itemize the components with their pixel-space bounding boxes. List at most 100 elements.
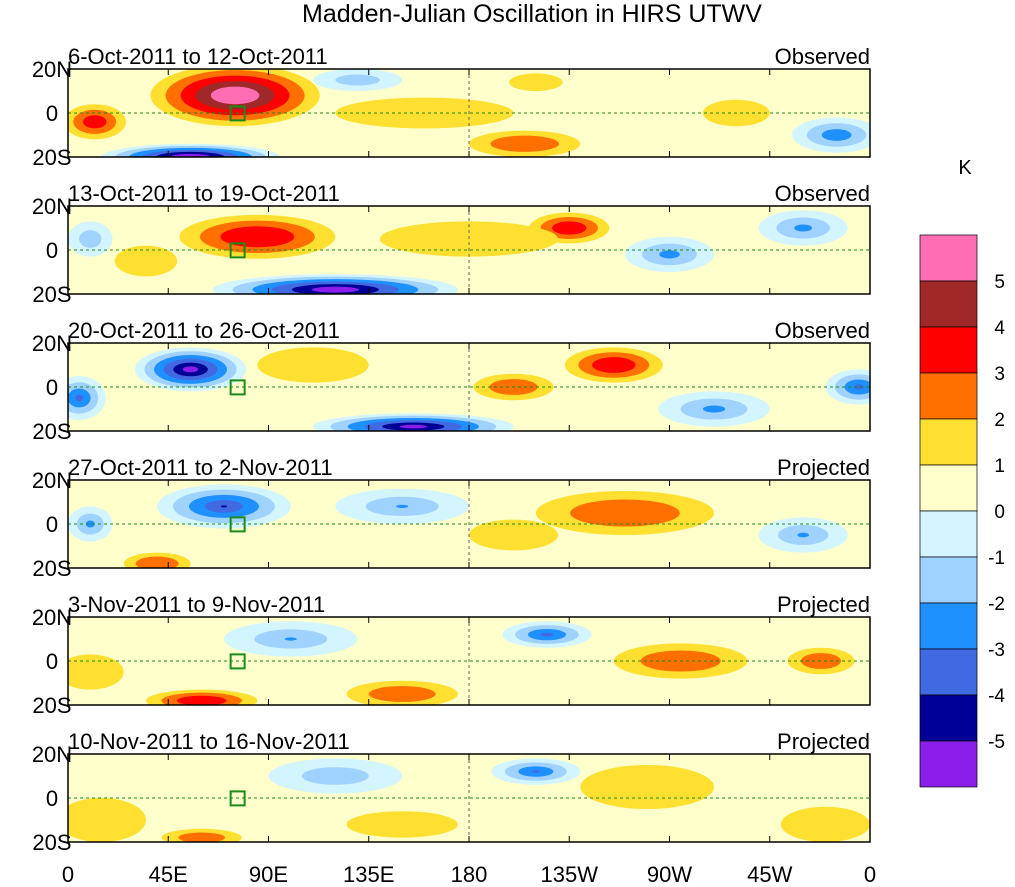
x-tick-label: 135E	[343, 862, 394, 887]
y-tick-label: 20N	[32, 331, 72, 356]
anomaly-contour	[210, 86, 260, 105]
colorbar-swatch	[919, 694, 978, 742]
anomaly-contour	[821, 129, 852, 141]
y-tick-label: 0	[46, 101, 58, 126]
x-tick-label: 0	[864, 862, 876, 887]
anomaly-contour	[552, 221, 587, 235]
y-tick-label: 20S	[32, 145, 71, 170]
panel-period: 6-Oct-2011 to 12-Oct-2011	[68, 44, 328, 69]
anomaly-contour	[592, 357, 636, 373]
colorbar-unit: K	[958, 157, 972, 179]
panel-period: 10-Nov-2011 to 16-Nov-2011	[68, 729, 350, 754]
colorbar-swatch	[919, 326, 978, 374]
panel-period: 13-Oct-2011 to 19-Oct-2011	[68, 181, 340, 206]
anomaly-contour	[469, 519, 559, 551]
panel-type: Observed	[775, 318, 870, 343]
panel-period: 27-Oct-2011 to 2-Nov-2011	[68, 455, 333, 480]
y-tick-label: 20S	[32, 693, 71, 718]
panel-type: Observed	[775, 44, 870, 69]
anomaly-contour	[346, 811, 458, 838]
x-tick-label: 0	[62, 862, 74, 887]
panel-period: 3-Nov-2011 to 9-Nov-2011	[68, 592, 325, 617]
colorbar-swatch	[919, 602, 978, 650]
y-tick-label: 0	[46, 512, 58, 537]
region-box	[229, 379, 246, 396]
y-tick-label: 20N	[32, 605, 72, 630]
y-tick-label: 20S	[32, 282, 71, 307]
anomaly-contour	[176, 695, 227, 705]
anomaly-contour	[114, 245, 178, 277]
y-tick-label: 0	[46, 786, 58, 811]
anomaly-contour	[570, 499, 680, 527]
panel-type: Projected	[777, 455, 870, 480]
anomaly-contour	[580, 765, 715, 809]
chart-title: Madden-Julian Oscillation in HIRS UTWV	[302, 0, 762, 28]
panel-period: 20-Oct-2011 to 26-Oct-2011	[68, 318, 340, 343]
y-tick-label: 0	[46, 649, 58, 674]
x-tick-label: 90W	[647, 862, 692, 887]
colorbar-swatch	[919, 648, 978, 696]
anomaly-contour	[540, 632, 554, 637]
anomaly-contour	[854, 384, 864, 390]
map-panel: 10-Nov-2011 to 16-Nov-2011 Projected 20N 0 2…	[32, 729, 871, 855]
y-tick-label: 20N	[32, 194, 72, 219]
anomaly-contour	[780, 806, 870, 842]
colorbar-tick: -4	[988, 686, 1005, 707]
anomaly-contour	[83, 115, 107, 129]
region-box	[229, 105, 246, 122]
colorbar-tick: 2	[994, 410, 1005, 431]
colorbar-tick: -3	[988, 640, 1005, 661]
anomaly-contour	[79, 230, 102, 248]
y-tick-label: 20S	[32, 830, 71, 855]
colorbar-tick: 5	[994, 272, 1005, 293]
anomaly-contour	[509, 73, 563, 91]
y-tick-label: 20N	[32, 57, 72, 82]
anomaly-contour	[399, 424, 428, 429]
anomaly-contour	[75, 394, 83, 402]
panel-type: Projected	[777, 729, 870, 754]
map-panel: 13-Oct-2011 to 19-Oct-2011 Observed 20N 0 20…	[32, 181, 871, 307]
region-box	[229, 516, 246, 533]
y-tick-label: 0	[46, 375, 58, 400]
colorbar-swatch	[919, 372, 978, 420]
y-tick-label: 20N	[32, 468, 72, 493]
colorbar-tick: -5	[988, 732, 1005, 753]
x-tick-label: 90E	[249, 862, 288, 887]
colorbar-tick: -1	[988, 548, 1005, 569]
anomaly-contour	[331, 289, 340, 291]
colorbar-swatch	[919, 464, 978, 512]
x-tick-label: 135W	[541, 862, 599, 887]
anomaly-contour	[284, 637, 297, 641]
colorbar-swatch	[919, 234, 978, 282]
anomaly-contour	[257, 347, 369, 383]
anomaly-contour	[220, 226, 295, 248]
y-tick-label: 20S	[32, 419, 71, 444]
anomaly-contour	[368, 686, 436, 702]
anomaly-contour	[182, 366, 199, 373]
colorbar-tick: -2	[988, 594, 1005, 615]
anomaly-contour	[68, 798, 146, 842]
map-panel: 6-Oct-2011 to 12-Oct-2011 Observed 20N 0 20S	[32, 44, 871, 170]
anomaly-contour	[396, 504, 409, 508]
anomaly-contour	[797, 532, 809, 538]
colorbar-tick: 1	[994, 456, 1005, 477]
panel-type: Projected	[777, 592, 870, 617]
x-tick-label: 45E	[149, 862, 188, 887]
region-box	[229, 790, 246, 807]
region-box	[229, 242, 246, 259]
map-panel: 20-Oct-2011 to 26-Oct-2011 Observed 20N 0 20…	[32, 318, 871, 444]
anomaly-contour	[68, 654, 124, 690]
map-panel: 3-Nov-2011 to 9-Nov-2011 Projected 20N 0 20S	[32, 592, 871, 718]
colorbar-swatch	[919, 418, 978, 466]
anomaly-contour	[702, 405, 726, 413]
y-tick-label: 20N	[32, 742, 72, 767]
anomaly-contour	[169, 153, 212, 157]
region-box	[229, 653, 246, 670]
colorbar-swatch	[919, 510, 978, 558]
anomaly-contour	[531, 770, 540, 773]
x-tick-label: 45W	[747, 862, 792, 887]
anomaly-contour	[335, 74, 380, 86]
anomaly-contour	[659, 250, 680, 259]
